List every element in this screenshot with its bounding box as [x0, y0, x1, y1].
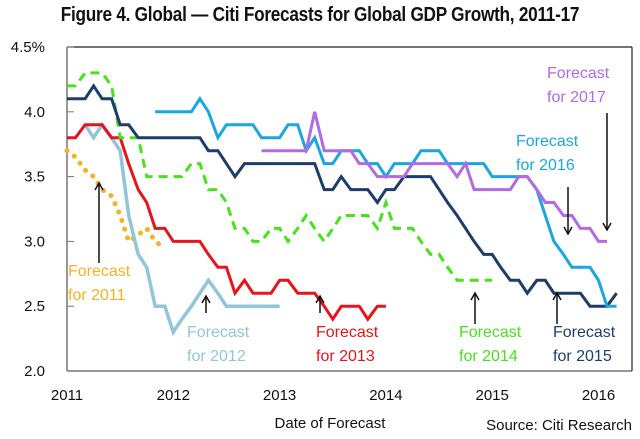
series-label-2017-line2: for 2017 [547, 89, 606, 106]
series-line-2015 [67, 83, 618, 308]
arrowhead-2013 [315, 294, 325, 304]
x-tick-label: 2011 [51, 387, 83, 404]
arrowhead-2012 [201, 294, 211, 304]
arrowhead-2017 [602, 222, 612, 232]
arrowhead-2011 [94, 181, 104, 191]
series-label-2015: Forecast [553, 324, 616, 341]
series-label-2012-line2: for 2012 [187, 348, 246, 365]
x-tick-label: 2015 [476, 387, 509, 404]
y-tick-label: 4.5% [11, 39, 45, 56]
series-label-2011-line2: for 2011 [68, 287, 126, 304]
series-label-2013-line2: for 2013 [316, 348, 375, 365]
y-tick-label: 4.0 [24, 104, 45, 121]
source-note: Source: Citi Research [486, 417, 632, 434]
x-axis: 2011 2012 2013 2014 2015 2016 [51, 387, 615, 404]
series-line-2012 [83, 121, 280, 337]
series-label-2016-line2: for 2016 [516, 157, 575, 174]
series-label-2014-line2: for 2014 [459, 348, 518, 365]
x-tick-label: 2013 [263, 387, 296, 404]
series-label-2015-line2: for 2015 [553, 348, 612, 365]
series-label-2014: Forecast [459, 324, 522, 341]
series-line-2011 [64, 148, 168, 251]
y-tick-label: 3.0 [24, 233, 45, 250]
y-tick-label: 2.0 [24, 363, 45, 380]
x-tick-label: 2016 [582, 387, 615, 404]
arrowhead-2014 [470, 291, 480, 301]
series-label-2016: Forecast [516, 133, 579, 150]
y-tick-label: 3.5 [24, 169, 45, 186]
arrowhead-2015 [552, 291, 562, 301]
series-label-2012: Forecast [187, 324, 250, 341]
x-axis-label: Date of Forecast [275, 415, 387, 432]
x-tick-label: 2012 [157, 387, 190, 404]
x-tick-label: 2014 [369, 387, 402, 404]
series-label-2017: Forecast [547, 65, 610, 82]
chart-title: Figure 4. Global — Citi Forecasts for Gl… [60, 4, 580, 26]
arrowhead-2016 [563, 226, 573, 236]
series-label-2011: Forecast [68, 263, 131, 280]
series-line-2017 [261, 111, 607, 243]
annotations: Forecast for 2011 Forecast for 2012 Forecast… [68, 65, 616, 365]
series-label-2013: Forecast [316, 324, 379, 341]
y-tick-label: 2.5 [24, 298, 45, 315]
plot-frame [66, 46, 633, 372]
series-lines [64, 71, 618, 337]
y-axis: 2.0 2.5 3.0 3.5 4.0 4.5% [11, 39, 74, 380]
